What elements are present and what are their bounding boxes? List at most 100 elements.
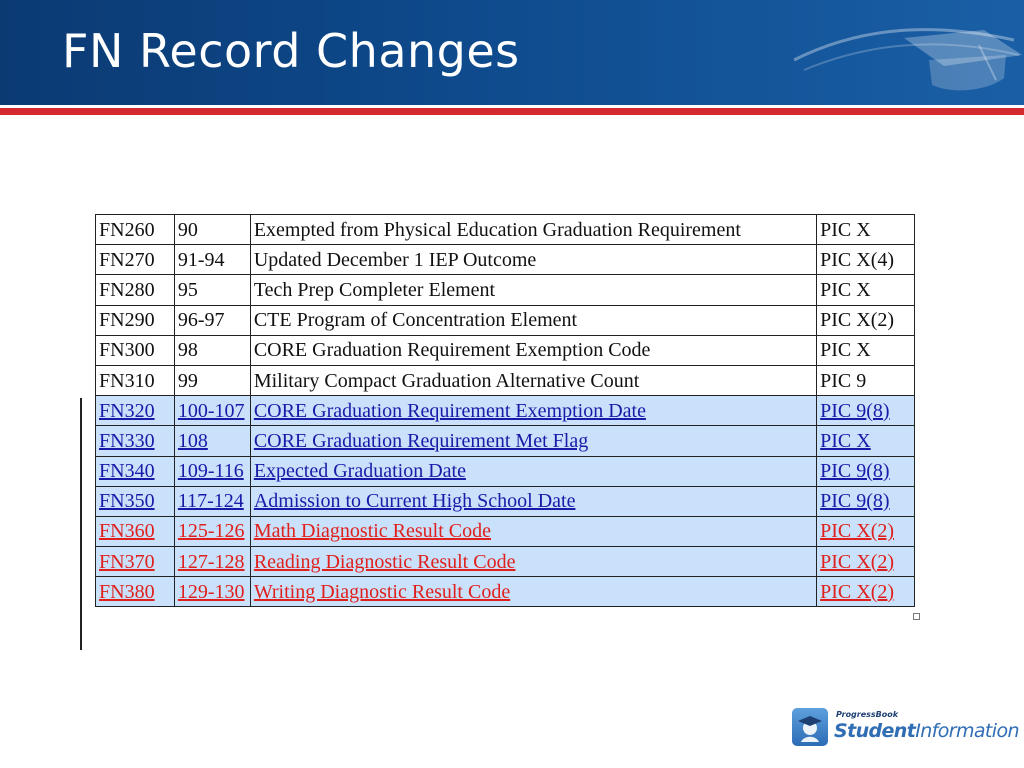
fn-description-link[interactable]: CORE Graduation Requirement Met Flag [253,429,589,452]
table-row: FN330 108 CORE Graduation Requirement Met … [95,425,915,457]
fn-position-link[interactable]: 129-130 [177,580,245,603]
fn-position-cell: 90 [173,213,251,246]
fn-format-link[interactable]: PIC X [820,429,871,452]
fn-code-cell[interactable]: FN380 [95,576,175,608]
fn-description-cell: Exempted from Physical Education Graduat… [249,213,818,246]
fn-code-link[interactable]: FN360 [99,520,155,543]
fn-position-link[interactable]: 108 [177,429,208,452]
fn-format-cell[interactable]: PIC X [816,425,915,457]
fn-description-text: CORE Graduation Requirement Exemption Co… [253,339,651,362]
fn-description-text: Exempted from Physical Education Graduat… [253,218,741,241]
fn-description-text: Military Compact Graduation Alternative … [253,369,640,392]
fn-description-link[interactable]: CORE Graduation Requirement Exemption Da… [253,399,646,422]
fn-format-text: PIC X [820,278,871,301]
table-row: FN370 127-128 Reading Diagnostic Result Co… [95,546,915,578]
fn-code-link[interactable]: FN380 [99,580,155,603]
table-row: FN270 91-94 Updated December 1 IEP Outcome… [95,244,915,276]
fn-position-text: 96-97 [177,309,225,332]
fn-position-cell: 98 [173,334,251,366]
fn-description-text: Tech Prep Completer Element [253,278,496,301]
fn-code-cell[interactable]: FN350 [95,485,175,517]
fn-description-cell[interactable]: Math Diagnostic Result Code [249,515,818,548]
fn-description-cell[interactable]: Admission to Current High School Date [249,485,818,517]
fn-code-cell[interactable]: FN370 [95,546,175,578]
fn-description-cell[interactable]: CORE Graduation Requirement Exemption Da… [249,395,818,427]
fn-position-cell[interactable]: 117-124 [173,485,251,517]
fn-code-link[interactable]: FN340 [99,460,155,483]
fn-format-link[interactable]: PIC X(2) [820,580,895,603]
fn-description-link[interactable]: Writing Diagnostic Result Code [253,580,511,603]
fn-format-cell[interactable]: PIC X(2) [816,576,915,608]
fn-code-cell[interactable]: FN340 [95,455,175,487]
fn-format-link[interactable]: PIC X(2) [820,520,895,543]
fn-position-link[interactable]: 127-128 [177,550,245,573]
fn-format-link[interactable]: PIC 9(8) [820,399,890,422]
fn-position-link[interactable]: 109-116 [177,460,244,483]
fn-description-cell[interactable]: Writing Diagnostic Result Code [249,576,818,608]
fn-position-cell[interactable]: 127-128 [173,546,251,578]
fn-code-link[interactable]: FN330 [99,429,155,452]
logo-brand-bold: Student [834,720,916,742]
fn-code-cell[interactable]: FN360 [95,515,175,548]
table-row: FN260 90 Exempted from Physical Education … [95,213,915,246]
fn-description-cell: Tech Prep Completer Element [249,274,818,306]
fn-code-link[interactable]: FN320 [99,399,155,422]
fn-format-cell: PIC X(2) [816,304,915,336]
fn-format-cell[interactable]: PIC 9(8) [816,485,915,517]
fn-position-cell[interactable]: 125-126 [173,515,251,548]
fn-format-cell[interactable]: PIC 9(8) [816,395,915,427]
fn-format-link[interactable]: PIC 9(8) [820,460,890,483]
fn-description-cell[interactable]: Expected Graduation Date [249,455,818,487]
table-row: FN380 129-130 Writing Diagnostic Result Co… [95,576,915,608]
fn-position-link[interactable]: 117-124 [177,490,244,513]
logo-brand-text: StudentInformation [834,720,1020,742]
fn-position-cell: 95 [173,274,251,306]
fn-record-table: FN260 90 Exempted from Physical Education … [95,213,915,608]
slide-title: FN Record Changes [62,24,520,78]
slide-header: FN Record Changes [0,0,1024,105]
fn-format-cell: PIC X(4) [816,244,915,276]
fn-description-cell: Updated December 1 IEP Outcome [249,244,818,276]
fn-format-text: PIC 9 [820,369,867,392]
fn-code-text: FN270 [99,248,155,271]
fn-position-cell: 99 [173,364,251,397]
fn-position-link[interactable]: 100-107 [177,399,245,422]
progressbook-logo: ProgressBook StudentInformation [792,706,1020,750]
fn-code-cell[interactable]: FN330 [95,425,175,457]
student-cap-icon [792,708,828,746]
fn-description-link[interactable]: Expected Graduation Date [253,460,466,483]
fn-code-link[interactable]: FN370 [99,550,155,573]
fn-position-cell[interactable]: 100-107 [173,395,251,427]
fn-code-text: FN260 [99,218,155,241]
fn-description-cell[interactable]: CORE Graduation Requirement Met Flag [249,425,818,457]
fn-format-cell[interactable]: PIC X(2) [816,515,915,548]
table-row: FN320 100-107 CORE Graduation Requirement … [95,395,915,427]
fn-format-link[interactable]: PIC X(2) [820,550,895,573]
table-row: FN290 96-97 CTE Program of Concentration E… [95,304,915,336]
fn-description-link[interactable]: Admission to Current High School Date [253,490,576,513]
fn-code-cell: FN300 [95,334,175,366]
fn-description-cell: Military Compact Graduation Alternative … [249,364,818,397]
fn-description-link[interactable]: Reading Diagnostic Result Code [253,550,516,573]
fn-description-text: CTE Program of Concentration Element [253,309,578,332]
fn-code-link[interactable]: FN350 [99,490,155,513]
fn-format-cell[interactable]: PIC 9(8) [816,455,915,487]
change-bar [80,398,82,650]
fn-position-cell[interactable]: 108 [173,425,251,457]
fn-format-text: PIC X [820,339,871,362]
fn-format-cell[interactable]: PIC X(2) [816,546,915,578]
fn-code-cell: FN260 [95,213,175,246]
fn-position-cell[interactable]: 109-116 [173,455,251,487]
fn-format-link[interactable]: PIC 9(8) [820,490,890,513]
fn-format-text: PIC X(2) [820,309,895,332]
fn-position-cell[interactable]: 129-130 [173,576,251,608]
fn-code-text: FN300 [99,339,155,362]
fn-description-link[interactable]: Math Diagnostic Result Code [253,520,492,543]
fn-position-link[interactable]: 125-126 [177,520,245,543]
resize-handle[interactable] [913,613,920,620]
fn-description-cell[interactable]: Reading Diagnostic Result Code [249,546,818,578]
fn-format-text: PIC X [820,218,871,241]
fn-format-cell: PIC X [816,334,915,366]
table-row: FN280 95 Tech Prep Completer Element PIC X [95,274,915,306]
fn-code-cell[interactable]: FN320 [95,395,175,427]
